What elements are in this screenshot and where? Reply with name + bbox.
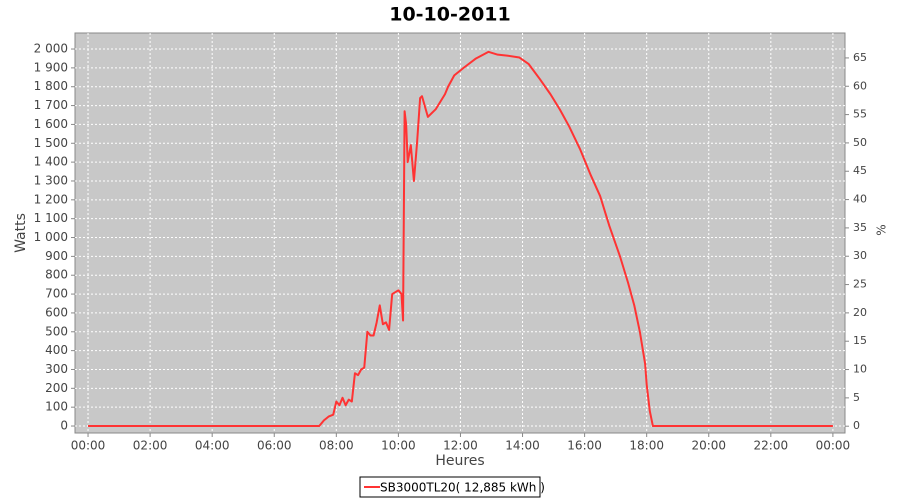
y-tick-label: 1 000 — [34, 230, 68, 244]
x-tick-label: 02:00 — [133, 439, 168, 453]
y-tick-label: 2 000 — [34, 42, 68, 56]
chart-title: 10-10-2011 — [389, 4, 511, 26]
y2-tick-label: 35 — [853, 221, 867, 234]
series-line — [88, 50, 833, 428]
y-tick-label: 1 400 — [34, 155, 68, 169]
y-tick-label: 0 — [60, 419, 68, 433]
y-tick-label: 1 800 — [34, 79, 68, 93]
y2-tick-label: 65 — [853, 51, 867, 64]
y2-axis-label: % — [875, 224, 889, 235]
y2-tick-label: 25 — [853, 278, 867, 291]
x-tick-label: 22:00 — [754, 439, 789, 453]
y-tick-label: 300 — [45, 362, 68, 376]
y-tick-label: 900 — [45, 249, 68, 263]
y2-tick-label: 50 — [853, 136, 867, 149]
y-axis-label: Watts — [13, 213, 29, 253]
y2-tick-label: 5 — [853, 391, 860, 404]
y-tick-label: 1 200 — [34, 192, 68, 206]
x-axis-label: Heures — [435, 453, 484, 469]
x-tick-label: 04:00 — [195, 439, 230, 453]
x-tick-label: 18:00 — [629, 439, 664, 453]
y-tick-label: 700 — [45, 287, 68, 301]
y-tick-label: 1 700 — [34, 98, 68, 112]
y-tick-label: 1 600 — [34, 117, 68, 131]
x-tick-label: 00:00 — [71, 439, 106, 453]
y-tick-label: 1 300 — [34, 173, 68, 187]
y-tick-label: 100 — [45, 400, 68, 414]
y2-tick-label: 0 — [853, 419, 860, 432]
x-tick-label: 00:00 — [816, 439, 851, 453]
y-tick-label: 1 500 — [34, 136, 68, 150]
y2-tick-label: 10 — [853, 363, 867, 376]
y-tick-label: 400 — [45, 343, 68, 357]
legend-label: SB3000TL20( 12,885 kWh ) — [380, 481, 545, 495]
y-tick-label: 1 900 — [34, 60, 68, 74]
y-tick-label: 600 — [45, 305, 68, 319]
y-tick-label: 800 — [45, 268, 68, 282]
x-tick-label: 14:00 — [505, 439, 540, 453]
x-tick-label: 10:00 — [381, 439, 416, 453]
y2-tick-label: 20 — [853, 306, 867, 319]
y2-tick-label: 45 — [853, 164, 867, 177]
y2-tick-label: 60 — [853, 79, 867, 92]
x-tick-label: 16:00 — [567, 439, 602, 453]
y2-tick-label: 30 — [853, 249, 867, 262]
y2-tick-label: 15 — [853, 334, 867, 347]
x-tick-label: 20:00 — [691, 439, 726, 453]
x-tick-label: 06:00 — [257, 439, 292, 453]
y2-tick-label: 40 — [853, 193, 867, 206]
y-tick-label: 500 — [45, 324, 68, 338]
y-tick-label: 200 — [45, 381, 68, 395]
legend — [359, 476, 541, 498]
y-tick-label: 1 100 — [34, 211, 68, 225]
x-tick-label: 08:00 — [319, 439, 354, 453]
y2-tick-label: 55 — [853, 108, 867, 121]
x-tick-label: 12:00 — [443, 439, 478, 453]
